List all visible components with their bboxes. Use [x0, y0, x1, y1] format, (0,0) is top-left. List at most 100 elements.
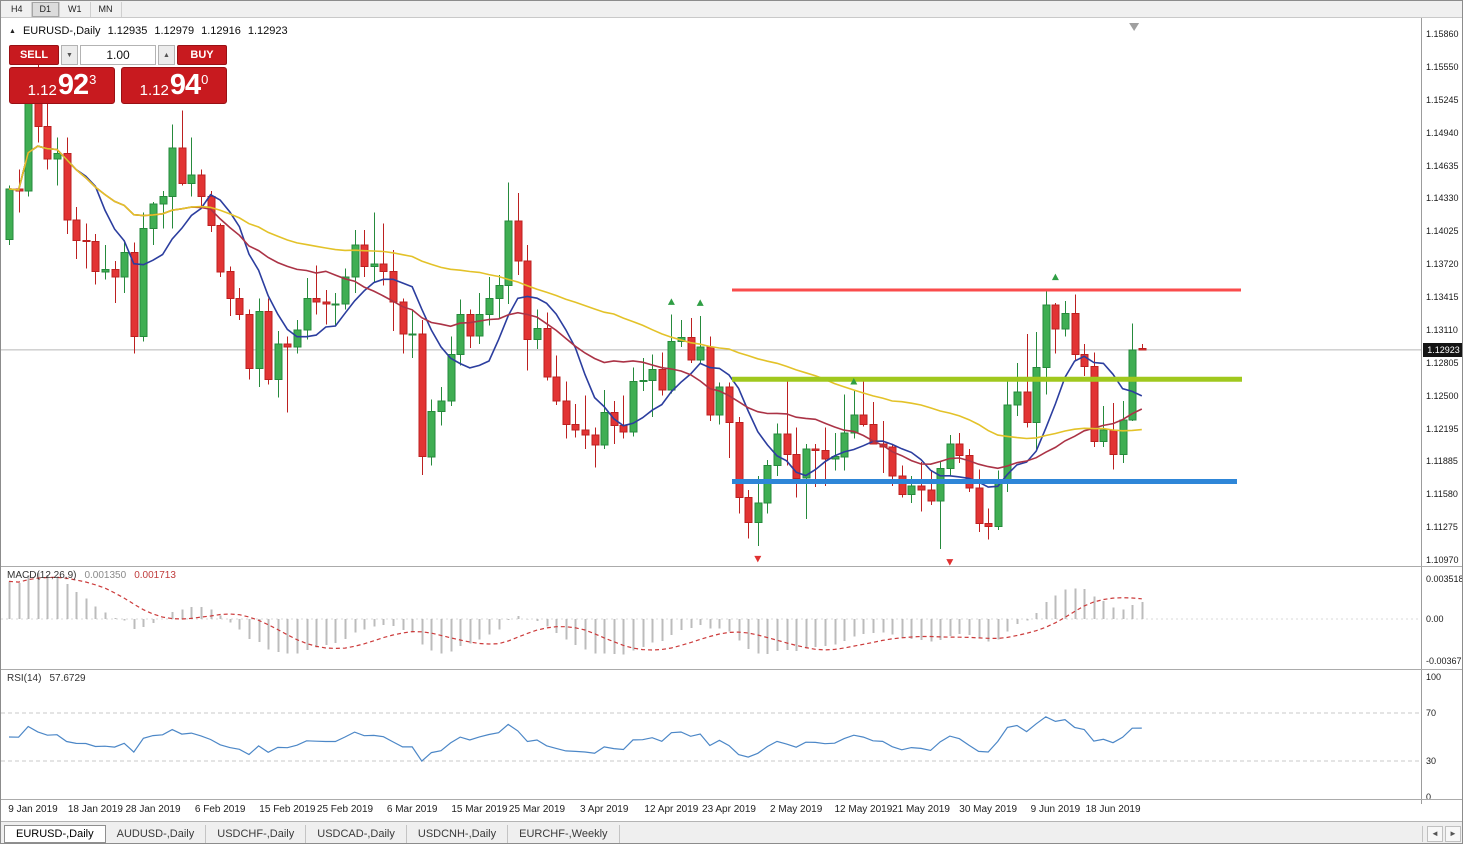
date-axis-label: 2 May 2019 — [770, 804, 823, 815]
date-axis-label: 6 Mar 2019 — [386, 804, 438, 815]
tabs-scroll-right-button[interactable]: ► — [1445, 825, 1461, 842]
rsi-indicator-label: RSI(14) 57.6729 — [7, 673, 86, 684]
timeframe-button-w1[interactable]: W1 — [60, 1, 91, 17]
fractal-down-marker — [946, 559, 954, 566]
buy-price-figure: 1.12 — [139, 82, 169, 99]
price-axis-label: 1.13415 — [1426, 292, 1459, 302]
ohlc-high-value: 1.12979 — [154, 25, 195, 37]
timeframe-button-d1[interactable]: D1 — [31, 1, 61, 17]
date-axis-label: 15 Mar 2019 — [451, 804, 508, 815]
rsi-axis-label: 70 — [1426, 708, 1437, 718]
macd-indicator-label: MACD(12,26,9) 0.001350 0.001713 — [7, 570, 176, 581]
date-axis-label: 6 Feb 2019 — [194, 804, 246, 815]
sell-button[interactable]: SELL — [9, 45, 59, 65]
date-axis-label: 9 Jun 2019 — [1030, 804, 1081, 815]
date-axis-label: 9 Jan 2019 — [8, 804, 58, 815]
date-axis-label: 15 Feb 2019 — [259, 804, 316, 815]
sell-price-box[interactable]: 1.12 92 3 — [9, 67, 115, 104]
chevron-down-icon: ▼ — [66, 51, 73, 59]
date-axis-label: 30 May 2019 — [959, 804, 1018, 815]
volume-decrease-button[interactable]: ▼ — [61, 45, 78, 65]
price-axis-label: 1.12805 — [1426, 357, 1459, 368]
chart-shift-marker[interactable] — [1129, 23, 1140, 31]
macd-main-value: 0.001350 — [84, 570, 127, 581]
timeframe-button-h4[interactable]: H4 — [3, 1, 32, 17]
volume-increase-button[interactable]: ▲ — [158, 45, 175, 65]
rsi-axis-label: 100 — [1426, 672, 1442, 682]
rsi-value: 57.6729 — [49, 673, 86, 684]
price-axis-label: 1.14635 — [1426, 160, 1459, 171]
date-axis[interactable]: 9 Jan 2019 18 Jan 2019 28 Jan 2019 6 Feb 20… — [1, 800, 1421, 821]
macd-name: MACD(12,26,9) — [7, 570, 77, 581]
fractal-up-marker — [850, 377, 858, 385]
macd-rsi-separator[interactable] — [1, 669, 1462, 670]
main-macd-separator[interactable] — [1, 566, 1462, 567]
macd-signal-value: 0.001713 — [134, 570, 176, 581]
chart-tab-audusd-daily[interactable]: AUDUSD-,Daily — [106, 824, 207, 843]
macd-axis-label: 0.00 — [1426, 614, 1444, 624]
price-axis-label: 1.14025 — [1426, 226, 1459, 237]
price-axis-label: 1.14940 — [1426, 127, 1459, 138]
main-chart-canvas[interactable] — [1, 18, 1422, 566]
macd-signal-line — [8, 576, 1142, 651]
price-axis-label: 1.12500 — [1426, 390, 1459, 401]
trade-prices-row: 1.12 92 3 1.12 94 0 — [9, 67, 227, 104]
chart-tab-usdcnh-daily[interactable]: USDCNH-,Daily — [407, 824, 509, 843]
ohlc-open-value: 1.12935 — [107, 25, 148, 37]
price-axis-label: 1.13720 — [1426, 259, 1459, 270]
date-axis-label: 23 Apr 2019 — [702, 804, 756, 815]
moving-average-50 — [8, 145, 1142, 440]
rsi-axis-label: 30 — [1426, 756, 1437, 766]
buy-price-box[interactable]: 1.12 94 0 — [121, 67, 227, 104]
sell-price-figure: 1.12 — [27, 82, 57, 99]
date-axis-label: 18 Jun 2019 — [1085, 804, 1141, 815]
chart-tab-bar: EURUSD-,Daily AUDUSD-,Daily USDCHF-,Daily U… — [1, 821, 1462, 843]
price-axis-label: 1.11885 — [1426, 456, 1458, 467]
rsi-dateaxis-separator — [1, 799, 1462, 800]
rsi-name: RSI(14) — [7, 673, 42, 684]
chart-tab-eurusd-daily[interactable]: EURUSD-,Daily — [4, 824, 106, 843]
date-axis-label: 18 Jan 2019 — [67, 804, 123, 815]
current-price-badge: 1.12923 — [1423, 343, 1462, 357]
date-axis-label: 28 Jan 2019 — [125, 804, 181, 815]
chart-tab-usdchf-daily[interactable]: USDCHF-,Daily — [206, 824, 307, 843]
macd-panel-canvas[interactable] — [1, 567, 1422, 669]
fractal-up-marker — [667, 298, 675, 305]
date-axis-label: 3 Apr 2019 — [580, 804, 629, 815]
symbol-direction-icon: ▲ — [9, 27, 16, 35]
price-axis-label: 1.14330 — [1426, 193, 1459, 204]
buy-price-point: 0 — [201, 71, 209, 87]
price-axis-label: 1.15550 — [1426, 61, 1459, 72]
tab-scroll-controls: ◄ ► — [1422, 825, 1461, 842]
chart-tab-eurchf-weekly[interactable]: EURCHF-,Weekly — [508, 824, 620, 843]
moving-average-8 — [8, 145, 1143, 488]
sell-price-point: 3 — [89, 71, 97, 87]
one-click-trading-panel: SELL ▼ ▲ BUY 1.12 92 3 1.12 94 0 — [9, 45, 227, 104]
chart-header: ▲ EURUSD-,Daily 1.12935 1.12979 1.12916 … — [9, 25, 288, 37]
date-axis-label: 12 Apr 2019 — [644, 804, 699, 815]
buy-button[interactable]: BUY — [177, 45, 227, 65]
price-axis-label: 1.11275 — [1426, 522, 1458, 533]
fractal-up-marker — [1051, 273, 1059, 281]
volume-input[interactable] — [80, 45, 156, 65]
tabs-scroll-left-button[interactable]: ◄ — [1427, 825, 1443, 842]
fractal-up-marker — [696, 299, 704, 306]
sell-price-pips: 92 — [57, 69, 89, 101]
price-axis[interactable]: 1.15860 1.15550 1.15245 1.14940 1.14635 1.143… — [1421, 18, 1462, 804]
buy-price-pips: 94 — [169, 69, 201, 101]
price-axis-label: 1.11580 — [1426, 489, 1458, 500]
rsi-panel-canvas[interactable] — [1, 670, 1422, 799]
date-axis-label: 12 May 2019 — [834, 804, 893, 815]
timeframe-button-mn[interactable]: MN — [91, 1, 122, 17]
chevron-up-icon: ▲ — [163, 51, 170, 59]
price-axis-label: 1.10970 — [1426, 555, 1459, 565]
ohlc-low-value: 1.12916 — [201, 25, 241, 37]
timeframe-toolbar: H4 D1 W1 MN — [1, 1, 1462, 18]
chart-symbol-label: EURUSD-,Daily — [22, 25, 101, 37]
macd-axis-label: -0.00367 — [1426, 655, 1462, 666]
chart-tab-usdcad-daily[interactable]: USDCAD-,Daily — [306, 824, 407, 843]
ohlc-close-value: 1.12923 — [247, 25, 288, 37]
price-axis-label: 1.15245 — [1426, 94, 1459, 105]
date-axis-label: 25 Feb 2019 — [316, 804, 374, 815]
